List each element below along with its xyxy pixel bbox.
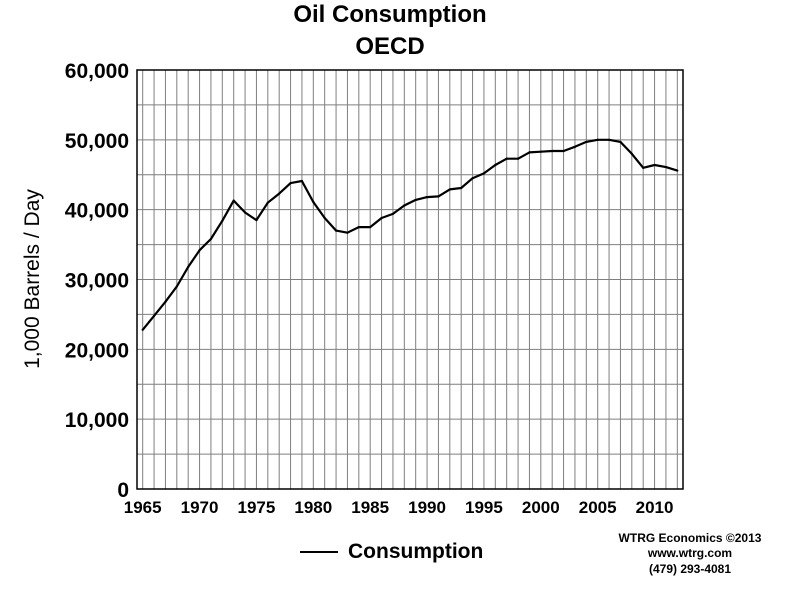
y-axis-ticks: 0 10,000 20,000 30,000 40,000 50,000 60,000 (65, 60, 129, 502)
series-line-consumption (141, 138, 678, 331)
data-point (551, 149, 554, 153)
data-point (164, 300, 167, 303)
data-point (152, 314, 156, 317)
data-point (642, 166, 645, 169)
data-point (596, 138, 599, 141)
data-point (482, 172, 486, 175)
y-tick-label: 60,000 (65, 60, 129, 83)
x-tick-label: 1980 (294, 498, 332, 517)
y-tick-label: 0 (117, 479, 129, 502)
plot-frame (136, 69, 684, 490)
data-point (562, 149, 565, 153)
x-axis-ticks: 1965 1970 1975 1980 1985 1990 1995 2000 2005 2010 (124, 498, 674, 517)
data-point (528, 151, 531, 154)
y-tick-label: 20,000 (65, 339, 129, 362)
y-axis-label: 1,000 Barrels / Day (21, 189, 44, 369)
data-point (334, 229, 338, 232)
data-point (312, 200, 315, 204)
data-point (425, 195, 429, 199)
data-point (607, 138, 611, 141)
credit-line-3: (479) 293-4081 (648, 562, 732, 576)
series-group (141, 138, 679, 331)
data-point (221, 219, 224, 222)
credit-line-1: WTRG Economics ©2013 (618, 531, 762, 545)
data-point (676, 169, 679, 172)
data-point (460, 186, 463, 190)
data-point (198, 249, 201, 252)
grid-lines (137, 69, 683, 490)
data-point (448, 188, 451, 191)
chart-subtitle: OECD (355, 33, 425, 60)
data-point (539, 150, 542, 153)
data-point (357, 226, 360, 229)
data-point (232, 199, 235, 202)
data-point (278, 192, 281, 195)
data-point (323, 216, 326, 220)
x-tick-label: 2005 (579, 498, 617, 517)
data-point (505, 157, 508, 160)
data-point (494, 163, 497, 167)
data-point (209, 237, 213, 241)
data-point (243, 211, 247, 214)
y-tick-label: 30,000 (65, 270, 129, 293)
data-point (369, 226, 372, 229)
data-point (255, 219, 258, 222)
x-tick-label: 1975 (238, 498, 276, 517)
data-point (141, 328, 144, 331)
data-point (471, 177, 474, 180)
credit-line-2: www.wtrg.com (647, 546, 733, 560)
data-point (403, 204, 406, 207)
x-tick-label: 2010 (636, 498, 674, 517)
data-point (516, 157, 520, 160)
data-point (585, 140, 588, 144)
x-tick-label: 1990 (408, 498, 446, 517)
y-tick-label: 10,000 (65, 409, 129, 432)
data-point (175, 285, 178, 288)
plot-border (136, 69, 684, 490)
data-point (300, 179, 304, 183)
legend-label-consumption: Consumption (348, 540, 484, 563)
data-point (187, 265, 190, 269)
data-point (630, 152, 633, 155)
data-point (664, 165, 668, 169)
data-point (437, 195, 440, 198)
data-point (289, 182, 292, 185)
data-point (619, 140, 622, 144)
legend-line-swatch (300, 551, 338, 553)
y-tick-label: 50,000 (65, 130, 129, 153)
y-tick-label: 40,000 (65, 200, 129, 223)
data-point (391, 212, 395, 215)
x-tick-label: 1985 (351, 498, 389, 517)
data-point (573, 145, 577, 148)
x-tick-label: 1965 (124, 498, 162, 517)
data-point (653, 163, 656, 167)
data-point (414, 198, 417, 201)
x-tick-label: 1970 (181, 498, 219, 517)
chart-title: Oil Consumption (293, 1, 487, 28)
data-point (266, 201, 269, 204)
data-point (380, 216, 383, 220)
data-point (346, 231, 349, 234)
legend: Consumption (300, 540, 483, 564)
x-tick-label: 2000 (522, 498, 560, 517)
x-tick-label: 1995 (465, 498, 503, 517)
